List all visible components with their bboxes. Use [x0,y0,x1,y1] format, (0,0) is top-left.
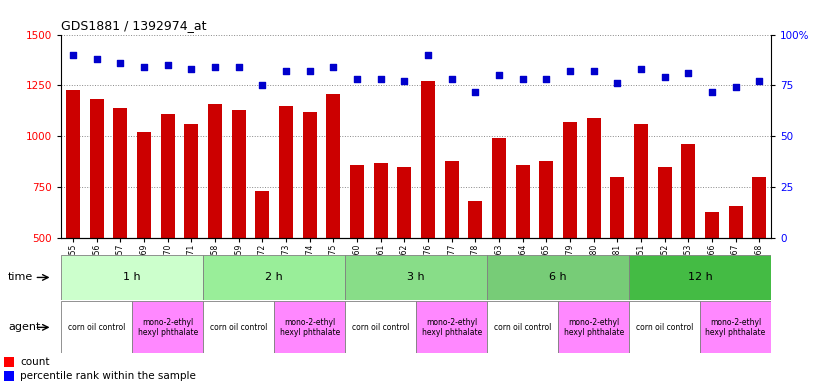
Point [445,76,458,83]
Bar [629,255,771,300]
Bar [66,89,80,340]
Point [681,70,694,76]
Point [587,68,600,74]
Bar [539,161,553,340]
Bar [184,124,198,340]
Point [113,60,127,66]
Text: corn oil control: corn oil control [636,323,694,332]
Point [658,74,671,80]
Text: corn oil control: corn oil control [494,323,552,332]
Bar [113,108,127,340]
Bar [558,301,629,353]
Point [397,78,410,84]
Point [492,72,505,78]
Point [326,64,339,70]
Point [303,68,316,74]
Point [610,80,623,86]
Point [563,68,576,74]
Bar [374,163,388,340]
Bar [279,106,293,340]
Point [208,64,221,70]
Bar [634,124,648,340]
Text: 2 h: 2 h [265,272,283,283]
Text: count: count [20,357,50,367]
Bar [516,165,530,340]
Point [468,88,481,94]
Bar [4,357,14,367]
Point [634,66,647,72]
Text: corn oil control: corn oil control [210,323,268,332]
Text: time: time [8,272,33,283]
Point [66,52,80,58]
Bar [681,144,695,340]
Bar [445,161,459,340]
Bar [487,301,558,353]
Point [705,88,718,94]
Point [729,84,742,91]
Bar [345,301,416,353]
Point [90,56,103,62]
Bar [203,255,345,300]
Text: 12 h: 12 h [688,272,712,283]
Bar [492,138,506,340]
Text: mono-2-ethyl
hexyl phthalate: mono-2-ethyl hexyl phthalate [706,318,765,337]
Bar [752,177,766,340]
Point [350,76,363,83]
Point [161,62,174,68]
Bar [232,110,246,340]
Text: percentile rank within the sample: percentile rank within the sample [20,371,197,381]
Text: mono-2-ethyl
hexyl phthalate: mono-2-ethyl hexyl phthalate [564,318,623,337]
Text: 3 h: 3 h [407,272,425,283]
Bar [421,81,435,340]
Point [232,64,245,70]
Bar [563,122,577,340]
Bar [468,202,482,340]
Bar [350,165,364,340]
Text: mono-2-ethyl
hexyl phthalate: mono-2-ethyl hexyl phthalate [422,318,481,337]
Point [279,68,292,74]
Bar [274,301,345,353]
Bar [61,301,132,353]
Bar [303,112,317,340]
Bar [705,212,719,340]
Text: mono-2-ethyl
hexyl phthalate: mono-2-ethyl hexyl phthalate [280,318,339,337]
Text: GDS1881 / 1392974_at: GDS1881 / 1392974_at [61,19,206,32]
Bar [397,167,411,340]
Text: 6 h: 6 h [549,272,567,283]
Point [137,64,150,70]
Bar [345,255,487,300]
Text: corn oil control: corn oil control [68,323,126,332]
Bar [326,94,340,340]
Bar [132,301,203,353]
Point [539,76,552,83]
Point [752,78,765,84]
Bar [629,301,700,353]
Bar [700,301,771,353]
Point [184,66,197,72]
Text: agent: agent [8,322,41,333]
Bar [208,104,222,340]
Point [255,83,268,89]
Bar [203,301,274,353]
Text: 1 h: 1 h [123,272,141,283]
Point [516,76,529,83]
Bar [416,301,487,353]
Bar [729,205,743,340]
Bar [61,255,203,300]
Bar [90,99,104,340]
Point [374,76,387,83]
Bar [587,118,601,340]
Text: corn oil control: corn oil control [352,323,410,332]
Bar [610,177,624,340]
Bar [137,132,151,340]
Bar [255,191,269,340]
Bar [161,114,175,340]
Bar [487,255,629,300]
Bar [4,371,14,381]
Point [421,52,434,58]
Text: mono-2-ethyl
hexyl phthalate: mono-2-ethyl hexyl phthalate [138,318,197,337]
Bar [658,167,672,340]
